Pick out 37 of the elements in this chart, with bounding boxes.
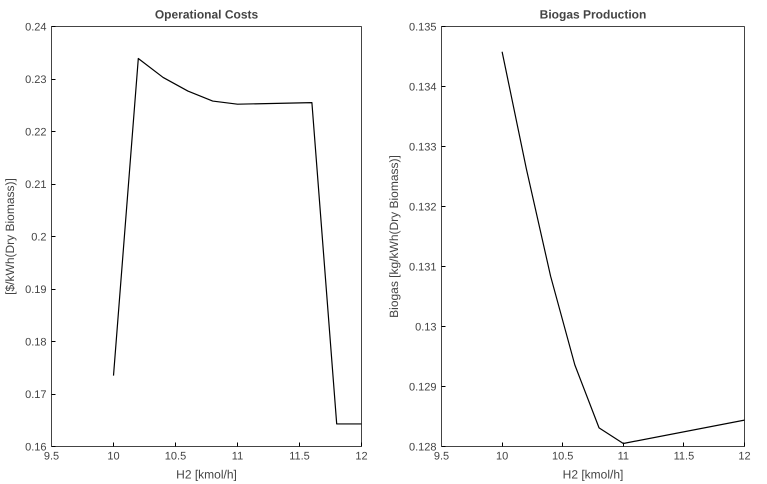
x-tick-label: 9.5 xyxy=(44,450,60,462)
x-axis-title: H2 [kmol/h] xyxy=(562,468,624,482)
chart-title: Biogas Production xyxy=(540,8,646,22)
x-tick-label: 11 xyxy=(618,450,630,462)
y-axis-title: Biogas [kg/kWh(Dry Biomass)] xyxy=(386,155,401,318)
x-tick-label: 11.5 xyxy=(674,450,694,462)
chart-title: Operational Costs xyxy=(154,8,259,22)
y-tick-label: 0.16 xyxy=(25,442,47,454)
x-tick-label: 10.5 xyxy=(552,450,574,462)
x-tick-label: 11.5 xyxy=(289,450,310,462)
y-tick-label: 0.135 xyxy=(408,22,437,34)
line-series xyxy=(502,51,744,444)
y-tick-label: 0.128 xyxy=(408,442,437,454)
x-tick-label: 10 xyxy=(496,450,508,462)
y-tick-label: 0.21 xyxy=(25,179,47,191)
x-tick-label: 12 xyxy=(355,450,368,462)
y-tick-label: 0.13 xyxy=(415,322,437,334)
y-tick-label: 0.24 xyxy=(25,22,47,34)
y-tick-label: 0.134 xyxy=(408,82,437,94)
y-tick-label: 0.18 xyxy=(25,336,47,348)
y-tick-label: 0.19 xyxy=(25,284,47,296)
x-axis-title: H2 [kmol/h] xyxy=(176,468,237,482)
x-tick-label: 10.5 xyxy=(164,450,186,462)
y-tick-label: 0.17 xyxy=(25,389,47,401)
y-tick-label: 0.132 xyxy=(408,202,437,214)
y-tick-label: 0.133 xyxy=(408,142,437,154)
x-tick-label: 12 xyxy=(738,450,751,462)
x-tick-label: 11 xyxy=(232,450,244,462)
y-tick-label: 0.2 xyxy=(31,232,47,244)
line-series xyxy=(112,58,362,425)
y-tick-label: 0.129 xyxy=(408,382,437,394)
x-tick-label: 9.5 xyxy=(434,450,450,462)
x-tick-label: 10 xyxy=(107,450,120,462)
y-tick-label: 0.131 xyxy=(408,262,437,274)
y-tick-label: 0.23 xyxy=(25,74,47,86)
y-axis-title: [$/kWh(Dry Biomass)] xyxy=(3,178,18,295)
y-tick-label: 0.22 xyxy=(25,126,47,138)
